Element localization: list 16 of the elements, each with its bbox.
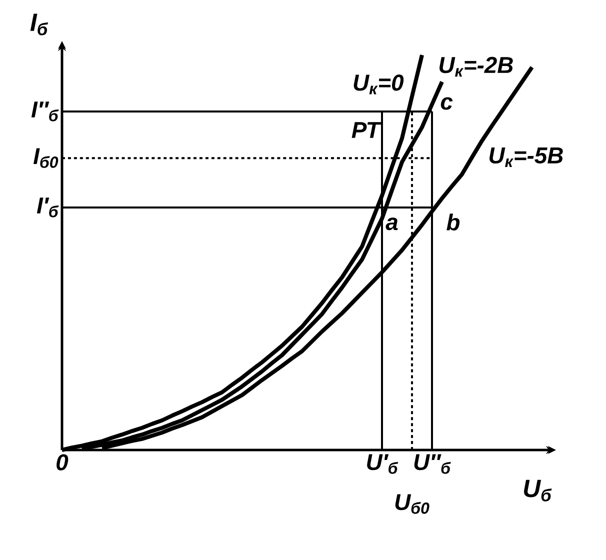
x-axis-title: U$_{б}$ xyxy=(524,480,552,502)
annotation: РТ xyxy=(352,122,382,138)
series-label: U$_{к}$=-2В xyxy=(440,56,513,77)
x-tick-label: U′$_{б}$ xyxy=(367,454,398,474)
y-axis-title: I$_{б}$ xyxy=(30,14,48,36)
annotation: c xyxy=(440,97,453,110)
ref-line-label: I$_{б0}$ xyxy=(33,148,58,168)
annotation: b xyxy=(446,214,460,230)
x-tick-label: U″$_{б}$ xyxy=(414,454,451,474)
x-tick-label: U$_{б0}$ xyxy=(395,494,430,514)
x-tick-label: 0 xyxy=(56,454,68,470)
ref-line-label: I′$_{б}$ xyxy=(36,198,59,218)
ref-line-label: I″$_{б}$ xyxy=(31,102,59,122)
series-label: U$_{к}$=0 xyxy=(354,74,404,94)
series-label: U$_{к}$=-5В xyxy=(490,148,563,168)
annotation: a xyxy=(386,218,398,230)
